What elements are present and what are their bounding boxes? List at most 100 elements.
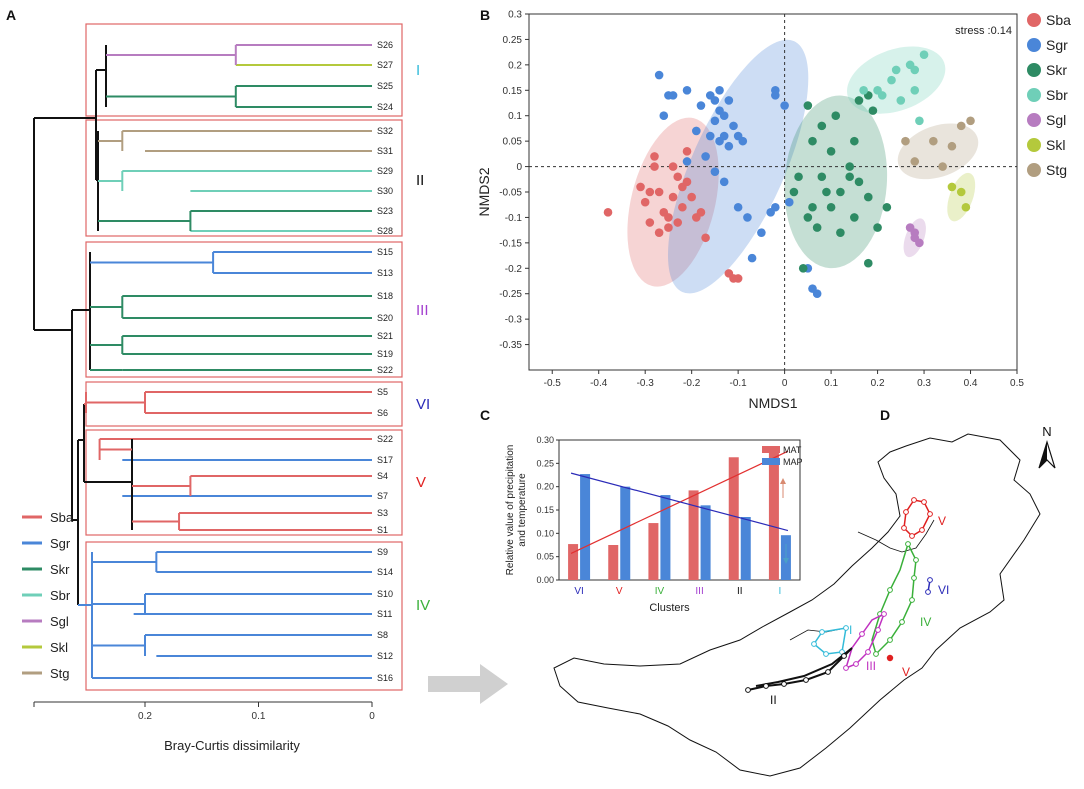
x-tick-label-b: -0.5 [544, 378, 562, 389]
point-skr [817, 121, 827, 131]
tick-label-a: 0 [369, 711, 375, 722]
tick-label-a: 0.1 [252, 711, 266, 722]
legend-b-dot [1027, 38, 1041, 52]
point-sgr [747, 253, 757, 263]
leaf-label: S31 [377, 146, 393, 156]
point-sgr [724, 96, 734, 105]
y-tick-label-c: 0.30 [536, 435, 554, 445]
leaf-label: S22 [377, 434, 393, 444]
leaf-label: S9 [377, 547, 388, 557]
legend-b-dot [1027, 13, 1041, 27]
x-tick-label-b: 0 [782, 378, 788, 389]
point-sgr [719, 111, 729, 121]
point-stg [966, 116, 975, 126]
point-skr [794, 172, 803, 182]
leaf-label: S17 [377, 455, 393, 465]
legend-b-label: Sba [1046, 12, 1071, 28]
point-sbr [887, 75, 896, 85]
legend-b-label: Skl [1046, 137, 1065, 153]
bar-map [660, 495, 671, 580]
point-skr [803, 213, 813, 222]
y-axis-label-c-line2: and temperature [517, 473, 528, 547]
point-skr [850, 136, 859, 146]
bar-mat [688, 490, 699, 580]
legend-b-dot [1027, 63, 1041, 77]
point-sgr [771, 91, 780, 100]
x-tick-label-b: 0.2 [871, 378, 885, 389]
y-tick-label-b: -0.05 [499, 188, 522, 199]
point-sba [668, 192, 678, 202]
panel-b-label: B [480, 7, 490, 23]
bar-mat [728, 457, 739, 580]
point-sgr [784, 197, 794, 207]
leaf-label: S6 [377, 408, 388, 418]
cluster-label-II: II [416, 172, 424, 189]
point-skr [817, 172, 827, 182]
legend-c-label: MAP [783, 457, 803, 467]
cluster-label-VI: VI [416, 396, 430, 413]
leaf-label: S3 [377, 508, 388, 518]
point-sba [664, 223, 673, 232]
ellipse-stg [897, 123, 979, 180]
cluster-label-III: III [416, 302, 429, 319]
down-arrow-head-icon [783, 558, 789, 564]
point-stg [901, 136, 910, 146]
cluster-v-points [901, 497, 933, 539]
x-tick-label-b: 0.3 [917, 378, 931, 389]
point-skr [822, 187, 831, 197]
point-sgr [724, 141, 734, 151]
point-sgl [910, 228, 920, 237]
leaf-label: S32 [377, 126, 393, 136]
leaf-label: S26 [377, 40, 393, 50]
y-tick-label-b: -0.25 [499, 289, 522, 300]
point-sgr [668, 91, 678, 100]
leaf-label: S7 [377, 491, 388, 501]
point-sgr [696, 101, 706, 110]
point-sba [650, 152, 659, 161]
point-stg [910, 157, 920, 166]
map-label-iv: IV [920, 615, 931, 629]
y-axis-label-c-line1: Relative value of precipitation [505, 445, 516, 576]
point-skr [798, 263, 808, 273]
leaf-label: S14 [377, 567, 393, 577]
leaf-label: S30 [377, 186, 393, 196]
map-label-i: I [849, 623, 852, 637]
point-sba [664, 213, 673, 222]
y-tick-label-b: -0.3 [505, 315, 523, 326]
y-tick-label-b: -0.1 [505, 213, 523, 224]
bar-mat [648, 523, 659, 580]
y-tick-label-b: 0.3 [508, 10, 522, 21]
cluster-iii-points [843, 611, 887, 671]
leaf-label: S19 [377, 349, 393, 359]
point-sgr [715, 85, 724, 95]
leaf-label: S20 [377, 313, 393, 323]
point-sba [673, 172, 683, 182]
leaf-label: S1 [377, 525, 388, 535]
x-tick-label-c: VI [574, 586, 583, 597]
point-sbr [859, 85, 868, 95]
panel-a-dendrogram: A IS26S27S25S24IIS32S31S29S30S23S28IIIS1… [6, 7, 430, 753]
legend-b-label: Skr [1046, 62, 1067, 78]
trend-map [570, 472, 789, 532]
ellipse-skl [947, 172, 976, 222]
point-sgr [710, 167, 720, 176]
stress-annotation: stress :0.14 [955, 25, 1012, 37]
bar-map [700, 505, 711, 580]
panel-a-label: A [6, 7, 16, 23]
legend-a-label: Sgl [50, 614, 69, 629]
leaf-label: S13 [377, 268, 393, 278]
y-tick-label-c: 0.20 [536, 482, 554, 492]
panel-d-map: D N [553, 407, 1056, 777]
panel-c-barchart: C VI V IV III II I0.300.250.200.150.100.050.0… [480, 407, 803, 614]
point-sgr [719, 131, 729, 141]
point-skr [845, 162, 854, 171]
point-skr [808, 202, 817, 212]
point-sgr [710, 116, 720, 126]
point-sgr [710, 96, 720, 105]
x-axis-label-b: NMDS1 [748, 395, 797, 411]
point-sgr [733, 202, 743, 212]
cluster-iv-points [873, 541, 919, 657]
x-tick-label-b: -0.4 [590, 378, 608, 389]
point-sba [701, 233, 710, 243]
leaf-label: S11 [377, 609, 392, 619]
